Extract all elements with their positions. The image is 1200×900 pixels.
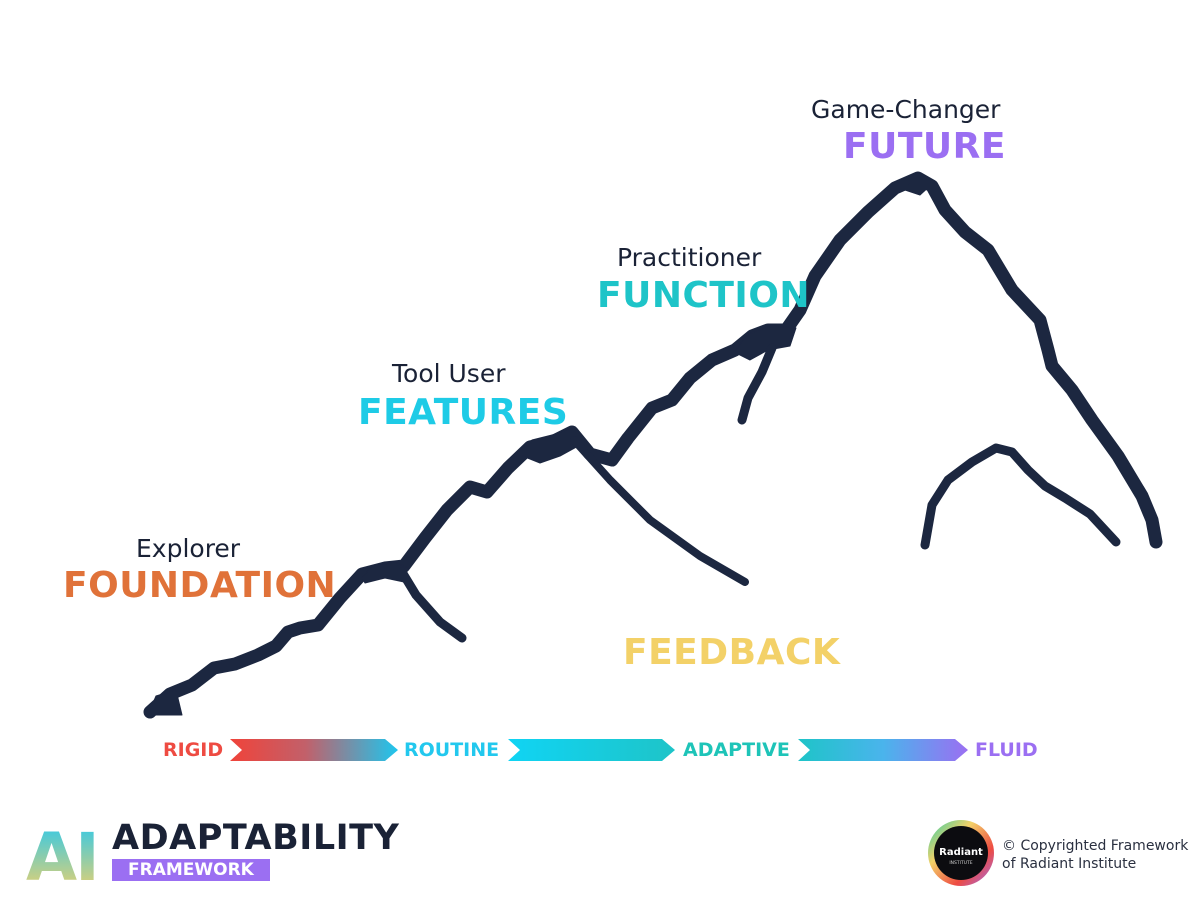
stage-role-practitioner: Practitioner bbox=[617, 243, 762, 272]
stage-name-foundation: FOUNDATION bbox=[63, 565, 337, 606]
copyright-line-1: © Copyrighted Framework bbox=[1002, 838, 1189, 854]
scale-label-adaptive: ADAPTIVE bbox=[683, 739, 790, 761]
base-rock bbox=[147, 689, 183, 716]
stage-name-features: FEATURES bbox=[358, 392, 569, 433]
radiant-badge-core bbox=[934, 826, 988, 880]
knoll-blob-3 bbox=[733, 325, 797, 361]
stage-role-game-changer: Game-Changer bbox=[811, 95, 1001, 124]
main-ridge bbox=[143, 171, 1163, 719]
adaptability-scale-arrows bbox=[230, 739, 968, 761]
radiant-badge: Radiant INSTITUTE bbox=[928, 820, 994, 886]
stage-name-function: FUNCTION bbox=[597, 275, 811, 316]
scale-label-rigid: RIGID bbox=[163, 739, 224, 761]
brand-subtitle: FRAMEWORK bbox=[112, 859, 270, 881]
stage-name-future: FUTURE bbox=[843, 126, 1006, 167]
ai-logo: AI bbox=[26, 819, 100, 888]
stage-role-tool-user: Tool User bbox=[392, 359, 506, 388]
feedback-label: FEEDBACK bbox=[623, 632, 841, 673]
scale-label-routine: ROUTINE bbox=[404, 739, 500, 761]
scale-arrow-2 bbox=[508, 739, 675, 761]
scale-arrow-3 bbox=[798, 739, 968, 761]
summit-tip bbox=[904, 171, 933, 196]
copyright-line-2: of Radiant Institute bbox=[1002, 856, 1137, 872]
stage-role-explorer: Explorer bbox=[136, 534, 241, 563]
knoll-blob-2 bbox=[519, 427, 581, 464]
ai-logo-letters: AI bbox=[26, 819, 98, 888]
scale-label-fluid: FLUID bbox=[975, 739, 1038, 761]
spur-3 bbox=[737, 343, 777, 425]
secondary-peak bbox=[920, 443, 1121, 550]
radiant-badge-text: Radiant bbox=[939, 847, 983, 858]
spur-1 bbox=[397, 567, 467, 643]
radiant-badge-subtext: INSTITUTE bbox=[949, 860, 972, 866]
spur-2 bbox=[570, 436, 749, 586]
scale-arrow-1 bbox=[230, 739, 398, 761]
brand-title: ADAPTABILITY bbox=[112, 818, 400, 858]
